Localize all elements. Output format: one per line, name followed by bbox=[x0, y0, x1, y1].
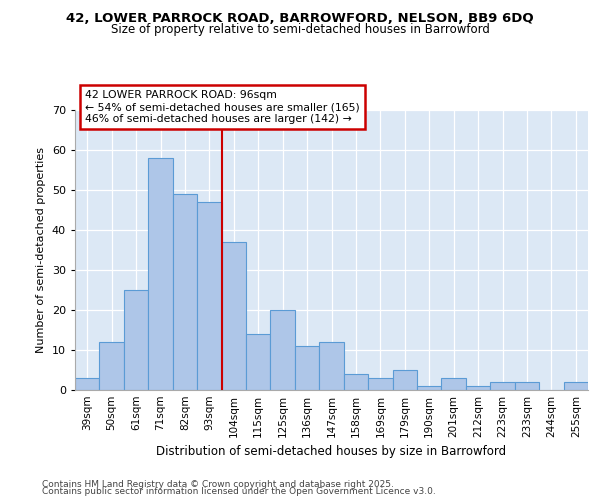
Bar bbox=[148, 158, 173, 390]
Text: Size of property relative to semi-detached houses in Barrowford: Size of property relative to semi-detach… bbox=[110, 22, 490, 36]
Bar bbox=[563, 382, 588, 390]
Bar bbox=[490, 382, 515, 390]
Bar bbox=[100, 342, 124, 390]
Bar bbox=[173, 194, 197, 390]
Bar bbox=[124, 290, 148, 390]
Bar bbox=[197, 202, 221, 390]
Y-axis label: Number of semi-detached properties: Number of semi-detached properties bbox=[36, 147, 46, 353]
Bar bbox=[344, 374, 368, 390]
Bar bbox=[417, 386, 442, 390]
Text: Contains public sector information licensed under the Open Government Licence v3: Contains public sector information licen… bbox=[42, 487, 436, 496]
Bar bbox=[466, 386, 490, 390]
Text: 42 LOWER PARROCK ROAD: 96sqm
← 54% of semi-detached houses are smaller (165)
46%: 42 LOWER PARROCK ROAD: 96sqm ← 54% of se… bbox=[85, 90, 360, 124]
Bar bbox=[515, 382, 539, 390]
Bar bbox=[442, 378, 466, 390]
Text: 42, LOWER PARROCK ROAD, BARROWFORD, NELSON, BB9 6DQ: 42, LOWER PARROCK ROAD, BARROWFORD, NELS… bbox=[66, 12, 534, 26]
Bar bbox=[221, 242, 246, 390]
Bar bbox=[246, 334, 271, 390]
Bar bbox=[319, 342, 344, 390]
Bar bbox=[392, 370, 417, 390]
Bar bbox=[75, 378, 100, 390]
Text: Contains HM Land Registry data © Crown copyright and database right 2025.: Contains HM Land Registry data © Crown c… bbox=[42, 480, 394, 489]
X-axis label: Distribution of semi-detached houses by size in Barrowford: Distribution of semi-detached houses by … bbox=[157, 446, 506, 458]
Bar bbox=[295, 346, 319, 390]
Bar bbox=[271, 310, 295, 390]
Bar bbox=[368, 378, 392, 390]
